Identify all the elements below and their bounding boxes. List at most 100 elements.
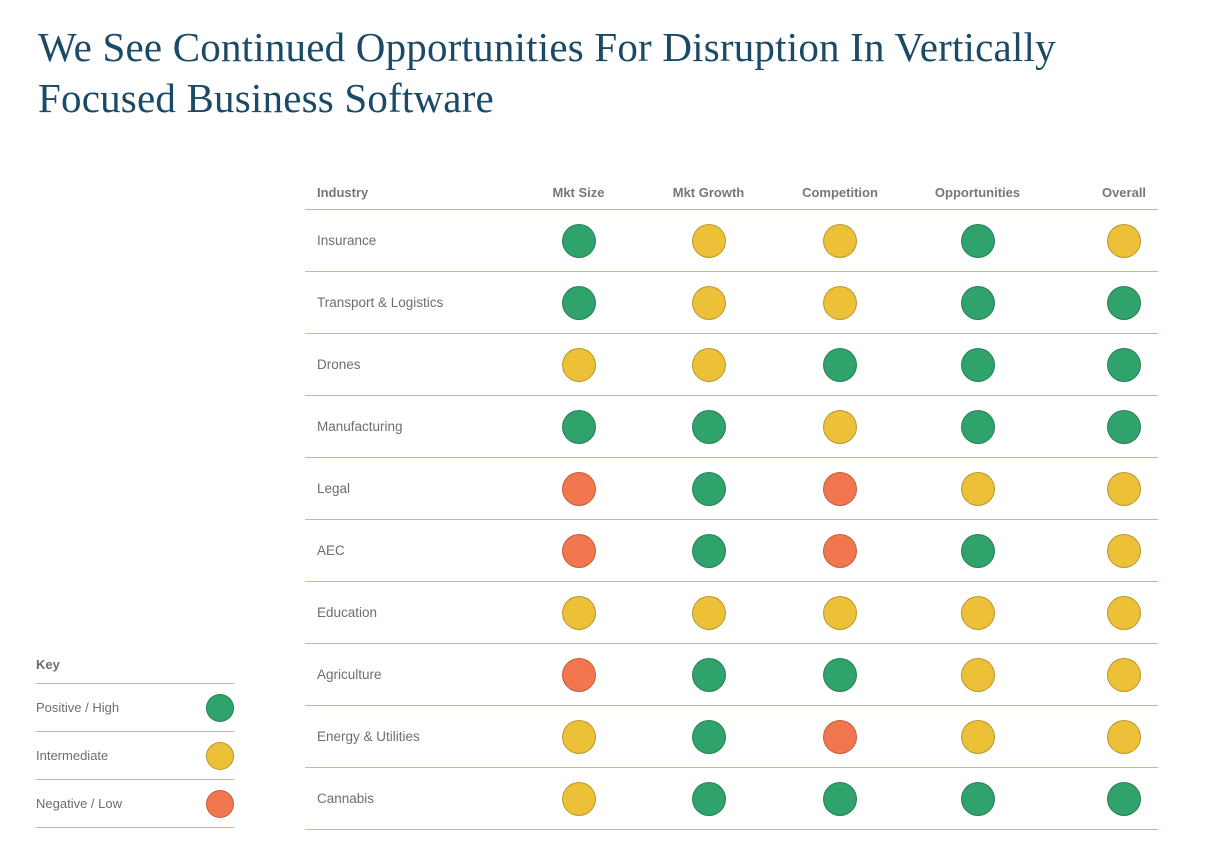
rating-cell — [1050, 657, 1158, 692]
rating-cell — [515, 657, 642, 692]
rating-cell — [642, 347, 775, 382]
rating-cell — [642, 409, 775, 444]
rating-dot-positive — [823, 657, 857, 692]
legend-dot-negative — [206, 789, 234, 818]
rating-dot-positive — [823, 781, 857, 816]
rating-cell — [642, 595, 775, 630]
rating-dot-positive — [960, 781, 995, 816]
rating-dot-positive — [691, 781, 726, 816]
legend-dot-intermediate — [206, 741, 234, 770]
rating-dot-positive — [960, 223, 995, 258]
rating-cell — [905, 595, 1050, 630]
rating-dot-intermediate — [691, 223, 726, 258]
rating-dot-negative — [561, 471, 596, 506]
rating-cell — [515, 533, 642, 568]
rating-dot-positive — [561, 409, 596, 444]
rating-dot-intermediate — [561, 719, 596, 754]
column-header-mkt-size: Mkt Size — [552, 185, 605, 200]
rating-cell — [775, 285, 905, 320]
rating-cell — [775, 533, 905, 568]
column-header-overall: Overall — [1101, 185, 1147, 200]
rating-dot-intermediate — [1107, 657, 1141, 692]
rating-dot-positive — [960, 533, 995, 568]
table-header-row: Industry Mkt Size Mkt Growth Competition Opp… — [305, 176, 1158, 210]
legend-item: Positive / High — [36, 684, 234, 732]
legend-title: Key — [36, 646, 234, 684]
rating-dot-positive — [823, 347, 857, 382]
rating-dot-intermediate — [960, 471, 995, 506]
rating-dot-positive — [1107, 409, 1141, 444]
table-row: Manufacturing — [305, 396, 1158, 458]
rating-dot-intermediate — [960, 657, 995, 692]
rating-cell — [515, 781, 642, 816]
legend-item: Negative / Low — [36, 780, 234, 828]
rating-cell — [642, 781, 775, 816]
rating-cell — [775, 223, 905, 258]
rating-cell — [775, 347, 905, 382]
rating-dot-intermediate — [691, 285, 726, 320]
rating-dot-positive — [1107, 781, 1141, 816]
rating-dot-negative — [823, 471, 857, 506]
rating-dot-intermediate — [1107, 533, 1141, 568]
rating-cell — [515, 595, 642, 630]
rating-cell — [905, 471, 1050, 506]
industry-label: Transport & Logistics — [317, 295, 444, 310]
rating-dot-positive — [691, 409, 726, 444]
industry-label: Education — [317, 605, 378, 620]
rating-dot-intermediate — [1107, 223, 1141, 258]
legend-dot-positive — [206, 693, 234, 722]
industry-label: Insurance — [317, 233, 377, 248]
rating-cell — [775, 471, 905, 506]
rating-cell — [775, 595, 905, 630]
column-header-opportunities: Opportunities — [934, 185, 1021, 200]
rating-cell — [642, 223, 775, 258]
rating-dot-positive — [960, 285, 995, 320]
table-row: Legal — [305, 458, 1158, 520]
rating-dot-negative — [561, 657, 596, 692]
rating-dot-intermediate — [561, 781, 596, 816]
rating-cell — [905, 409, 1050, 444]
industry-label: Legal — [317, 481, 351, 496]
legend-label: Positive / High — [36, 700, 120, 715]
rating-cell — [642, 285, 775, 320]
rating-cell — [1050, 533, 1158, 568]
rating-dot-negative — [823, 719, 857, 754]
rating-cell — [642, 471, 775, 506]
rating-dot-positive — [691, 719, 726, 754]
rating-cell — [515, 223, 642, 258]
rating-cell — [1050, 781, 1158, 816]
table-row: Insurance — [305, 210, 1158, 272]
legend-items: Positive / High Intermediate Negative / Lo… — [36, 684, 234, 828]
rating-dot-intermediate — [561, 595, 596, 630]
rating-cell — [515, 347, 642, 382]
table-row: Education — [305, 582, 1158, 644]
rating-cell — [775, 409, 905, 444]
rating-cell — [775, 781, 905, 816]
industry-label: Energy & Utilities — [317, 729, 420, 744]
rating-dot-positive — [561, 223, 596, 258]
rating-dot-intermediate — [691, 347, 726, 382]
rating-dot-negative — [561, 533, 596, 568]
table-row: Energy & Utilities — [305, 706, 1158, 768]
rating-dot-intermediate — [823, 595, 857, 630]
rating-cell — [515, 719, 642, 754]
rating-dot-positive — [561, 285, 596, 320]
rating-dot-intermediate — [1107, 595, 1141, 630]
rating-cell — [905, 285, 1050, 320]
rating-dot-negative — [823, 533, 857, 568]
table-row: AEC — [305, 520, 1158, 582]
rating-cell — [905, 533, 1050, 568]
rating-dot-intermediate — [1107, 719, 1141, 754]
rating-cell — [1050, 719, 1158, 754]
rating-dot-positive — [691, 657, 726, 692]
rating-cell — [1050, 595, 1158, 630]
rating-dot-intermediate — [823, 223, 857, 258]
table-row: Drones — [305, 334, 1158, 396]
legend-label: Intermediate — [36, 748, 109, 763]
rating-cell — [1050, 285, 1158, 320]
rating-cell — [515, 471, 642, 506]
rating-cell — [905, 223, 1050, 258]
page-title: We See Continued Opportunities For Disru… — [38, 24, 1056, 122]
rating-dot-intermediate — [691, 595, 726, 630]
rating-cell — [905, 347, 1050, 382]
